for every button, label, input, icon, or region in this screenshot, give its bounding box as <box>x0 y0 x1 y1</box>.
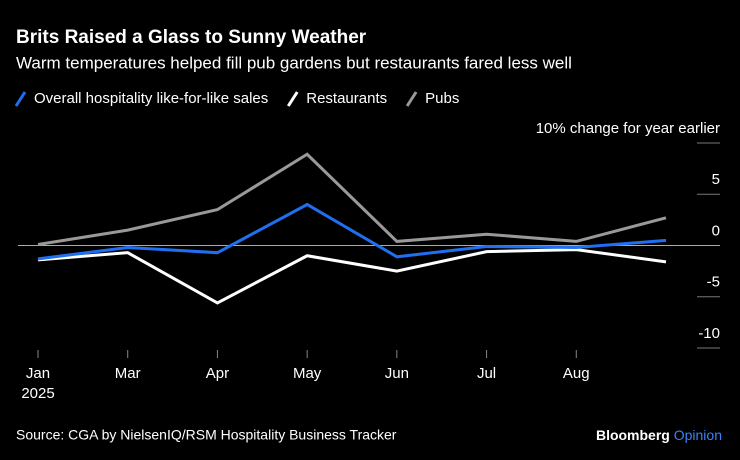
legend-label: Restaurants <box>306 90 387 107</box>
y-tick-label: 0 <box>712 222 720 239</box>
y-tick-label: 10% change for year earlier <box>536 120 720 137</box>
legend-label: Overall hospitality like-for-like sales <box>34 90 268 107</box>
x-tick-label: Aug <box>563 365 590 382</box>
y-tick-label: 5 <box>712 171 720 188</box>
x-tick-label: Jan 2025 <box>21 365 54 402</box>
y-tick-label: -10 <box>698 325 720 342</box>
y-tick-label: -5 <box>707 274 720 291</box>
series-line <box>37 248 667 305</box>
branding-section: Opinion <box>674 427 722 443</box>
legend-swatch <box>14 91 27 107</box>
legend-swatch <box>286 91 299 107</box>
x-tick-label: Jul <box>477 365 496 382</box>
series-line <box>37 152 667 246</box>
legend-swatch <box>405 91 418 107</box>
legend-label: Pubs <box>425 90 459 107</box>
x-tick-label: May <box>293 365 322 382</box>
x-tick-label: Mar <box>115 365 141 382</box>
branding: Bloomberg Opinion <box>596 427 722 443</box>
source: Source: CGA by NielsenIQ/RSM Hospitality… <box>16 427 397 443</box>
x-tick-label-line: Jan <box>26 365 50 382</box>
chart-title: Brits Raised a Glass to Sunny Weather <box>16 27 367 48</box>
branding-name: Bloomberg <box>596 427 670 443</box>
x-tick-label: Jun <box>385 365 409 382</box>
series-line <box>37 202 667 261</box>
chart-subtitle: Warm temperatures helped fill pub garden… <box>16 53 572 72</box>
x-tick-label: Apr <box>206 365 229 382</box>
x-tick-label-line: 2025 <box>21 385 54 402</box>
